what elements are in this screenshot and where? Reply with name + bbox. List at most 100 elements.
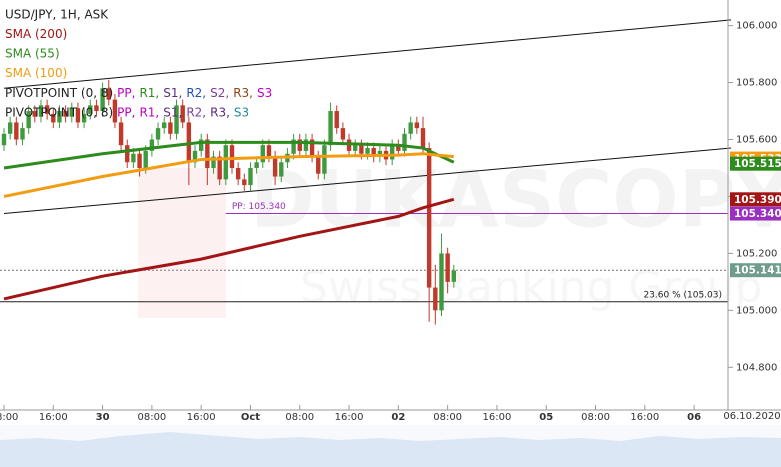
candle-body — [88, 105, 93, 114]
candle-body — [445, 253, 450, 282]
candle-body — [402, 133, 407, 151]
x-tick-label: 08:00 — [581, 412, 610, 423]
candle-body — [242, 179, 247, 186]
x-tick-label: 02 — [391, 412, 405, 423]
candle-body — [125, 145, 130, 163]
navigator-area — [0, 432, 781, 467]
legend-entry: SMA (100) — [5, 66, 67, 80]
candle-body — [112, 99, 118, 123]
x-tick-label: 08:00 — [137, 412, 166, 423]
watermark-text: DUKASCOPY — [250, 155, 781, 245]
y-tick-label: 105.000 — [736, 305, 777, 316]
candle-body — [291, 139, 296, 154]
trend-line — [3, 147, 732, 215]
candle-body — [162, 122, 167, 129]
legend-entry: SMA (55) — [5, 47, 60, 61]
candle-body — [198, 139, 204, 151]
pivot-item: PP, — [117, 86, 135, 100]
candle-body — [180, 105, 185, 123]
sma-line — [3, 152, 454, 198]
candle-body — [38, 105, 44, 117]
price-tag — [730, 192, 781, 207]
candle-body — [340, 128, 346, 140]
y-tick-label: 105.200 — [736, 248, 777, 259]
price-tag-label: 105.340 — [734, 208, 781, 220]
candle-body — [100, 88, 105, 112]
candle-body — [396, 145, 401, 151]
candle-body — [439, 253, 444, 311]
candle-body — [359, 145, 364, 154]
candle-body — [365, 148, 370, 154]
navigator — [0, 425, 781, 467]
price-tag-label: 105.515 — [734, 158, 781, 170]
candle-body — [75, 108, 81, 123]
candle-body — [371, 148, 376, 157]
pivot-item: R3, — [233, 86, 253, 100]
candle-body — [51, 113, 56, 123]
candle-body — [322, 145, 327, 174]
pivot-item: R3, — [210, 105, 230, 119]
pivot-label: PIVOTPOINT (0, 8) — [5, 86, 113, 100]
candle-body — [57, 111, 62, 123]
pivot-item: R1, — [139, 86, 159, 100]
candle-body — [316, 156, 321, 174]
candle-body — [14, 122, 19, 140]
y-tick-label: 104.800 — [736, 362, 777, 373]
x-tick-label: 16:00 — [483, 412, 512, 423]
candle-body — [81, 113, 87, 123]
y-tick-label: 106.000 — [736, 21, 777, 32]
price-tag — [730, 206, 781, 221]
candle-body — [279, 162, 284, 177]
candle-body — [353, 145, 358, 151]
x-tick-label: 16:00 — [630, 412, 659, 423]
candle-body — [174, 105, 179, 134]
candle-body — [7, 122, 13, 134]
candle-body — [44, 105, 50, 114]
x-tick-label: 08:00 — [285, 412, 314, 423]
x-tick-label: 16:00 — [39, 412, 68, 423]
legend-entry: SMA (200) — [5, 27, 67, 41]
pivot-item: S3 — [234, 105, 249, 119]
x-tick-label: Oct — [241, 412, 260, 423]
candle-body — [309, 139, 315, 157]
pivot-item: S1, — [163, 86, 182, 100]
candle-body — [229, 145, 235, 168]
candle-body — [451, 270, 457, 282]
candle-body — [248, 167, 253, 186]
candle-body — [303, 139, 309, 151]
candle-body — [266, 145, 272, 157]
candle-body — [192, 150, 198, 163]
candle-body — [26, 111, 31, 129]
candle-body — [334, 111, 339, 129]
candle-body — [143, 150, 148, 168]
x-tick-label: 30 — [96, 412, 110, 423]
candle-body — [328, 111, 333, 146]
candle-body — [414, 122, 420, 129]
legend-pivot: PIVOTPOINT (0, 8) PP, R1, S1, R2, S2, R3, S3 — [5, 86, 272, 100]
legend-pivot: PIVOTPOINT (0, 8) PP, R1, S1, R2, R3, S3 — [5, 105, 249, 119]
pivot-item: S3 — [257, 86, 272, 100]
candle-body — [94, 105, 99, 112]
candle-body — [217, 156, 222, 180]
trend-line — [3, 19, 732, 89]
plot-area: PP: 105.340 23.60 % (105.03) — [0, 19, 732, 325]
candle-body — [118, 122, 124, 146]
x-tick-label: 05 — [539, 412, 553, 423]
y-tick-label: 105.800 — [736, 78, 777, 89]
price-tag-label: 105.390 — [734, 194, 781, 206]
level-label: PP: 105.340 — [232, 202, 286, 212]
level-label: 23.60 % (105.03) — [643, 290, 722, 300]
watermark-logo — [138, 168, 226, 318]
candle-body — [260, 145, 265, 163]
candle-body — [426, 148, 432, 288]
price-tag — [730, 156, 781, 171]
candle-body — [433, 287, 438, 311]
legend: USD/JPY, 1H, ASK SMA (200) SMA (55) SMA (10… — [5, 8, 272, 120]
candle-body — [155, 128, 161, 140]
candle-body — [1, 133, 7, 146]
candle-body — [32, 111, 38, 117]
candle-body — [297, 139, 302, 151]
